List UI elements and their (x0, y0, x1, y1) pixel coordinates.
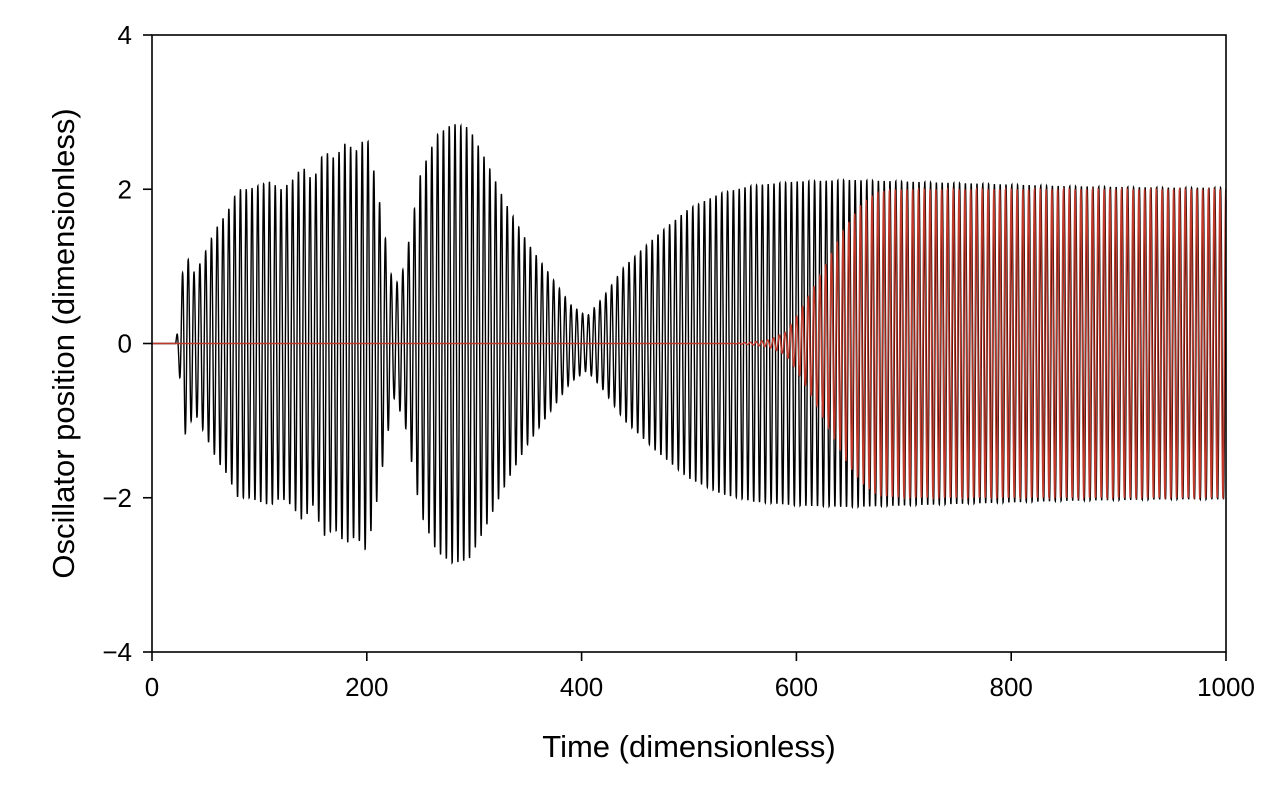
y-tick-label: 2 (118, 174, 132, 204)
series-layer (152, 123, 1227, 565)
x-tick-label: 0 (145, 672, 159, 702)
x-tick-label: 600 (775, 672, 818, 702)
x-tick-label: 200 (345, 672, 388, 702)
y-axis-title: Oscillator position (dimensionless) (46, 108, 81, 578)
y-tick-label: −4 (102, 637, 132, 667)
y-tick-label: −2 (102, 483, 132, 513)
x-tick-label: 400 (560, 672, 603, 702)
y-tick-label: 0 (118, 329, 132, 359)
x-tick-label: 800 (990, 672, 1033, 702)
x-axis-ticks: 0 200 400 600 800 1000 (145, 652, 1255, 702)
x-axis-title: Time (dimensionless) (542, 729, 835, 764)
y-tick-label: 4 (118, 20, 132, 50)
y-axis-ticks: −4 −2 0 2 4 (102, 20, 152, 667)
x-tick-label: 1000 (1197, 672, 1255, 702)
series-line-2 (152, 186, 1227, 501)
